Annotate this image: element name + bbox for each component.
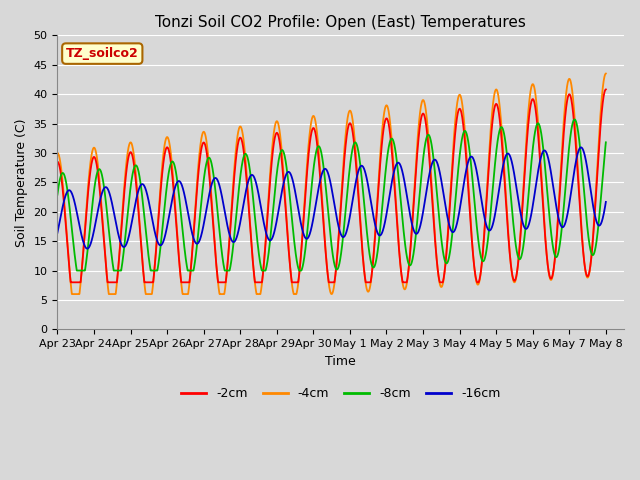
-16cm (577, 144, 585, 150)
-2cm (54, 159, 61, 165)
-4cm (149, 285, 157, 291)
Line: -2cm: -2cm (58, 89, 606, 282)
X-axis label: Time: Time (325, 355, 356, 368)
-16cm (149, 219, 157, 225)
-8cm (54, 192, 61, 198)
-8cm (149, 268, 157, 274)
-16cm (264, 235, 272, 241)
-4cm (602, 71, 610, 76)
Title: Tonzi Soil CO2 Profile: Open (East) Temperatures: Tonzi Soil CO2 Profile: Open (East) Temp… (156, 15, 526, 30)
-4cm (68, 291, 76, 297)
-16cm (532, 180, 540, 186)
Line: -8cm: -8cm (58, 120, 606, 271)
-16cm (288, 174, 296, 180)
-4cm (116, 240, 124, 246)
-8cm (116, 268, 124, 274)
-8cm (264, 256, 272, 262)
-8cm (602, 140, 610, 145)
-2cm (288, 278, 296, 284)
-8cm (288, 213, 296, 219)
-8cm (73, 268, 81, 274)
-4cm (288, 279, 296, 285)
-2cm (67, 279, 75, 285)
-2cm (116, 242, 124, 248)
-8cm (532, 124, 540, 130)
-2cm (602, 86, 610, 92)
-4cm (54, 150, 61, 156)
-2cm (591, 204, 599, 209)
-4cm (264, 204, 272, 209)
-4cm (591, 198, 599, 204)
-2cm (149, 279, 157, 285)
Line: -4cm: -4cm (58, 73, 606, 294)
-16cm (116, 238, 124, 244)
Y-axis label: Soil Temperature (C): Soil Temperature (C) (15, 118, 28, 247)
-16cm (591, 215, 599, 220)
-8cm (571, 117, 579, 122)
-2cm (532, 111, 540, 117)
-4cm (532, 97, 540, 103)
-8cm (591, 245, 599, 251)
-16cm (602, 199, 610, 205)
-2cm (264, 209, 272, 215)
Text: TZ_soilco2: TZ_soilco2 (66, 47, 139, 60)
-16cm (83, 246, 91, 252)
Line: -16cm: -16cm (58, 147, 606, 249)
-16cm (54, 230, 61, 236)
Legend: -2cm, -4cm, -8cm, -16cm: -2cm, -4cm, -8cm, -16cm (176, 383, 505, 406)
